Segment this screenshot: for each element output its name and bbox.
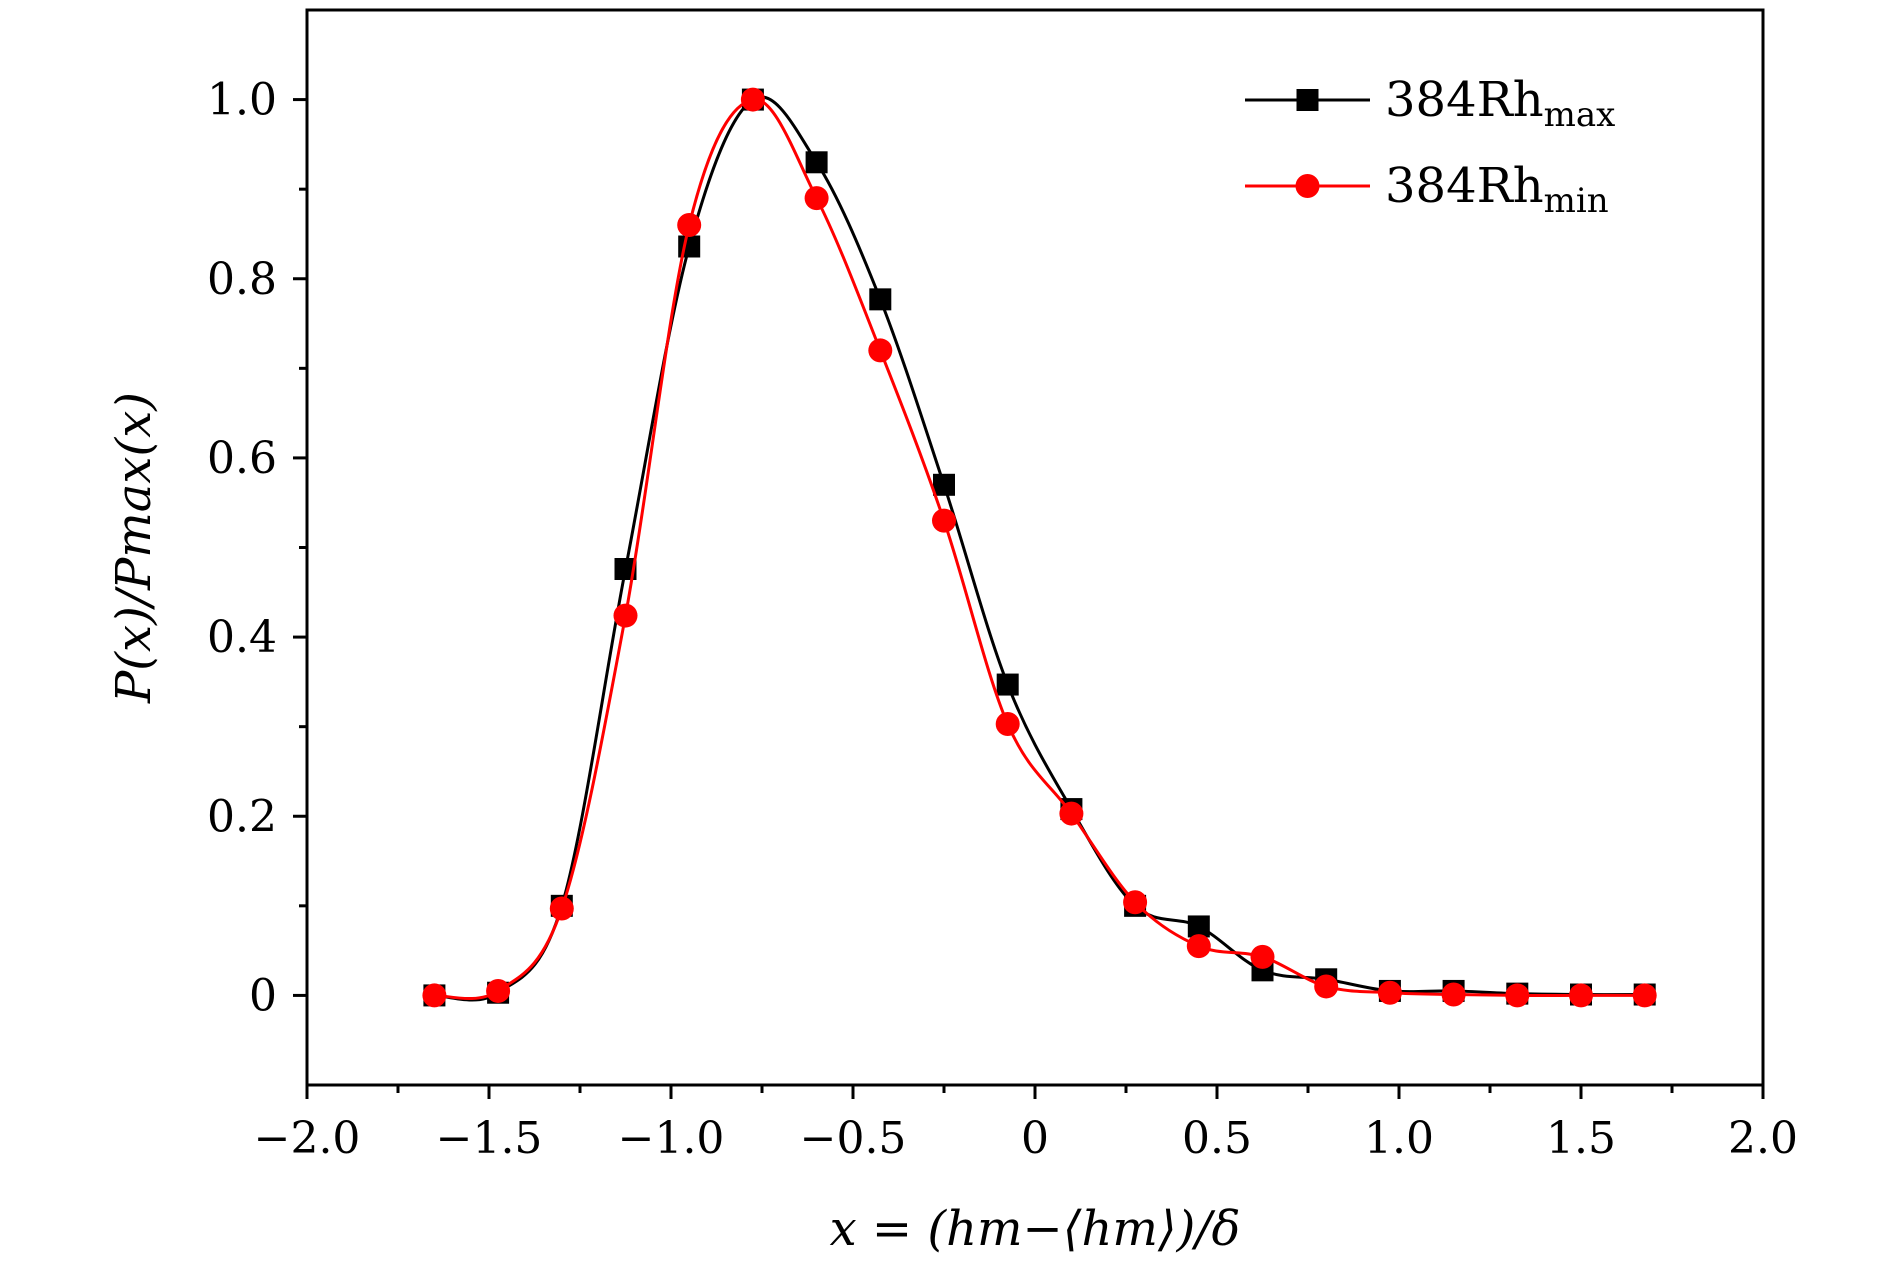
series-layer bbox=[422, 87, 1657, 1008]
y-tick-label: 0.4 bbox=[207, 612, 277, 663]
x-tick-label: 1.5 bbox=[1546, 1113, 1616, 1164]
legend-item: 384Rhmax bbox=[1245, 72, 1615, 135]
series-384Rhmin bbox=[422, 87, 1657, 1008]
data-point-circle bbox=[1314, 974, 1339, 999]
data-point-circle bbox=[868, 338, 893, 363]
x-tick-label: 1.0 bbox=[1364, 1113, 1434, 1164]
data-point-circle bbox=[740, 87, 765, 112]
data-point-square bbox=[996, 673, 1019, 696]
legend-item: 384Rhmin bbox=[1245, 158, 1609, 221]
x-tick-label: 0 bbox=[1021, 1113, 1049, 1164]
data-point-circle bbox=[1632, 983, 1657, 1008]
x-tick-label: −0.5 bbox=[800, 1113, 907, 1164]
x-tick-label: 2.0 bbox=[1728, 1113, 1798, 1164]
data-point-circle bbox=[1569, 983, 1593, 1008]
plot-frame bbox=[305, 8, 1765, 1087]
data-point-square bbox=[1187, 915, 1210, 938]
data-point-square bbox=[805, 151, 828, 174]
data-point-circle bbox=[1377, 980, 1402, 1005]
x-tick-label: −1.5 bbox=[436, 1113, 543, 1164]
legend: 384Rhmax 384Rhmin bbox=[1245, 72, 1615, 221]
data-point-circle bbox=[1441, 982, 1466, 1007]
tick-layer bbox=[293, 98, 1765, 1099]
data-point-circle bbox=[804, 186, 829, 211]
x-axis-label: x = (hm−⟨hm⟩)/δ bbox=[830, 1201, 1241, 1257]
x-tick-label: −1.0 bbox=[618, 1113, 725, 1164]
y-tick-label: 0 bbox=[249, 970, 277, 1021]
legend-label: 384Rhmin bbox=[1385, 158, 1609, 221]
x-tick-label: −2.0 bbox=[254, 1113, 361, 1164]
data-point-circle bbox=[1505, 983, 1530, 1008]
y-tick-label: 1.0 bbox=[207, 75, 277, 126]
y-axis-label: P(x)/Pmax(x) bbox=[106, 392, 162, 704]
data-point-square bbox=[614, 558, 637, 580]
data-point-circle bbox=[1250, 944, 1275, 969]
legend-label: 384Rhmax bbox=[1385, 72, 1615, 135]
data-point-circle bbox=[422, 983, 447, 1008]
x-tick-label: 0.5 bbox=[1182, 1113, 1252, 1164]
y-tick-label: 0.8 bbox=[207, 254, 277, 305]
series-line bbox=[434, 98, 1645, 1001]
data-point-circle bbox=[1186, 934, 1211, 959]
data-point-circle bbox=[1059, 801, 1084, 826]
y-tick-label: 0.6 bbox=[207, 433, 277, 484]
series-line bbox=[434, 95, 1645, 1002]
data-point-circle bbox=[932, 508, 956, 533]
tick-label-layer: −2.0 −1.5 −1.0 −0.5 0 0.5 1.0 1.5 2.0 0 0.2 0.4 0.6 0… bbox=[207, 75, 1798, 1164]
y-tick-label: 0.2 bbox=[207, 791, 277, 842]
legend-marker-square bbox=[1296, 89, 1319, 111]
data-point-square bbox=[869, 288, 892, 311]
data-point-square bbox=[933, 473, 955, 496]
data-point-circle bbox=[613, 603, 638, 628]
legend-marker-circle bbox=[1295, 174, 1320, 198]
data-point-circle bbox=[486, 978, 511, 1003]
data-point-circle bbox=[995, 711, 1020, 736]
data-point-circle bbox=[1123, 890, 1148, 915]
data-point-circle bbox=[677, 213, 702, 237]
data-point-circle bbox=[549, 896, 574, 921]
series-384Rhmax bbox=[423, 88, 1656, 1007]
